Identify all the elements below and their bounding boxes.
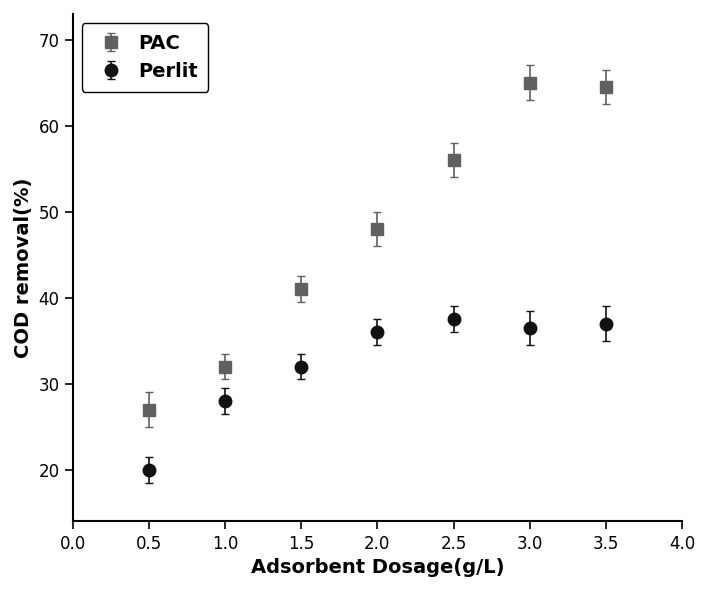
X-axis label: Adsorbent Dosage(g/L): Adsorbent Dosage(g/L) xyxy=(250,558,504,577)
Y-axis label: COD removal(%): COD removal(%) xyxy=(14,177,33,358)
Legend: PAC, Perlit: PAC, Perlit xyxy=(82,23,208,92)
